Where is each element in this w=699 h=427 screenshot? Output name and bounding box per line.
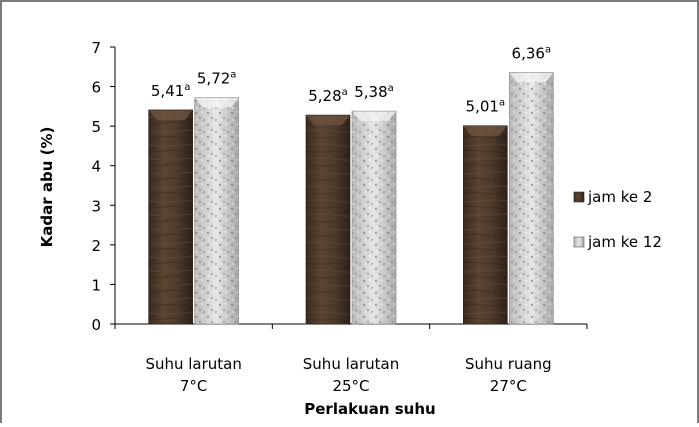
bar-jam-ke-12-0 xyxy=(194,97,239,325)
bars xyxy=(148,72,554,325)
bar-texture xyxy=(463,125,508,324)
y-tick-label-5: 5 xyxy=(91,118,101,136)
bar-jam-ke-2-0 xyxy=(148,109,193,325)
value-label-jam-ke-12-1: 5,38a xyxy=(354,83,394,101)
legend-label-jam-ke-12: jam ke 12 xyxy=(587,233,662,251)
bar-texture xyxy=(148,109,193,324)
bar-texture xyxy=(194,97,239,324)
y-ticks: 0 1 2 3 4 5 6 7 xyxy=(91,39,115,334)
x-axis-title: Perlakuan suhu xyxy=(304,400,435,418)
y-tick-label-3: 3 xyxy=(91,197,101,215)
bar-bevel xyxy=(509,72,554,83)
bar-bevel xyxy=(194,97,239,108)
value-label-jam-ke-12-2: 6,36a xyxy=(512,44,552,62)
category-label-2: Suhu ruang 27°C xyxy=(465,355,552,395)
bar-outline xyxy=(148,109,193,325)
y-tick-label-7: 7 xyxy=(91,39,101,57)
x-ticks xyxy=(114,324,588,329)
legend: jam ke 2 jam ke 12 xyxy=(573,188,662,251)
x-labels: Suhu larutan 7°C Suhu larutan 25°C Suhu ruan… xyxy=(145,355,551,395)
value-label-jam-ke-2-2: 5,01a xyxy=(466,98,506,116)
legend-swatch-jam-ke-12 xyxy=(573,236,585,248)
bar-outline xyxy=(509,72,554,325)
y-tick-label-2: 2 xyxy=(91,237,101,255)
bar-outline xyxy=(305,114,351,325)
bar-outline xyxy=(351,110,397,325)
bar-jam-ke-12-2 xyxy=(509,72,554,325)
legend-swatch-jam-ke-2 xyxy=(573,191,585,203)
value-label-jam-ke-2-1: 5,28a xyxy=(308,87,348,105)
bar-bevel xyxy=(148,109,193,120)
bar-texture xyxy=(352,111,396,324)
bar-outline xyxy=(194,97,239,325)
value-label-jam-ke-2-0: 5,41a xyxy=(151,82,191,100)
y-tick-label-1: 1 xyxy=(91,276,101,294)
category-label-1: Suhu larutan 25°C xyxy=(303,355,399,395)
y-tick-label-4: 4 xyxy=(91,158,101,176)
bar-labels: 5,41a 5,72a 5,28a 5,38a 5,01a 6,36a xyxy=(151,44,551,115)
bar-jam-ke-2-2 xyxy=(463,125,508,325)
bar-bevel xyxy=(352,111,396,122)
category-label-0: Suhu larutan 7°C xyxy=(145,355,241,395)
value-label-jam-ke-12-0: 5,72a xyxy=(197,70,237,88)
bar-jam-ke-12-1 xyxy=(351,110,397,325)
bar-texture xyxy=(509,72,554,324)
bar-jam-ke-2-1 xyxy=(305,114,351,325)
bar-outline xyxy=(463,125,508,325)
bar-bevel xyxy=(306,115,350,126)
y-axis-title: Kadar abu (%) xyxy=(38,127,56,248)
legend-label-jam-ke-2: jam ke 2 xyxy=(587,188,652,206)
bar-bevel xyxy=(463,125,508,136)
bar-texture xyxy=(306,115,350,324)
y-tick-label-6: 6 xyxy=(91,79,101,97)
y-tick-label-0: 0 xyxy=(91,316,101,334)
